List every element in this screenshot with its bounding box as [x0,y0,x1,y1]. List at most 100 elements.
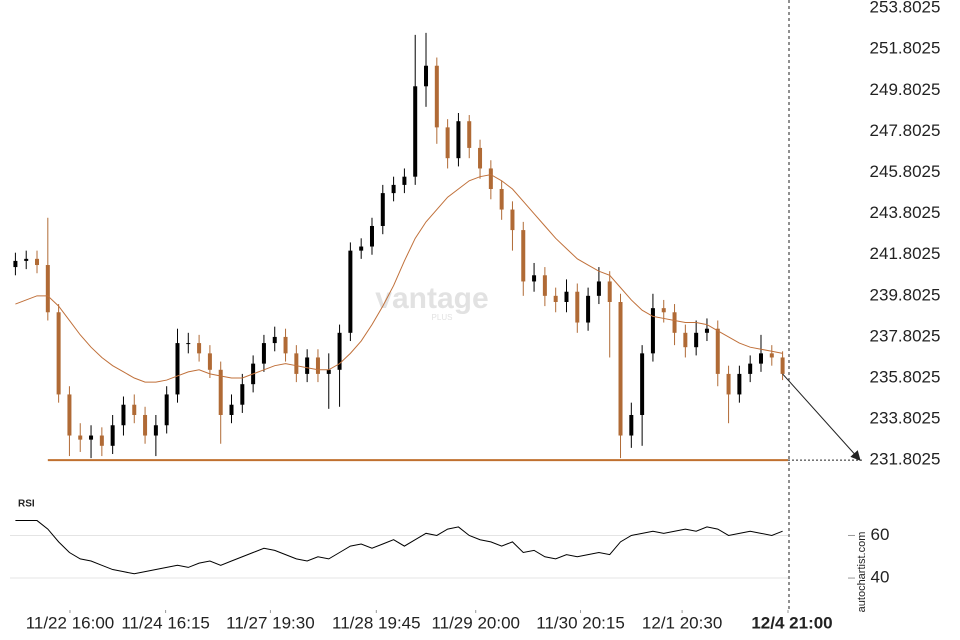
candle-body [240,384,245,405]
x-tick-label: 11/24 16:15 [121,613,210,632]
x-tick-label: 11/28 19:45 [332,613,421,632]
candle-body [391,184,396,194]
y-tick-label: 253.8025 [870,0,941,17]
candle-body [153,425,158,436]
watermark-sub: PLUS [432,313,453,322]
rsi-line [15,520,783,575]
y-tick-label: 237.8025 [870,326,941,345]
candle-body [607,281,612,302]
y-tick-label: 245.8025 [870,162,941,181]
candle-body [510,209,515,231]
y-tick-label: 243.8025 [870,203,941,222]
candle-body [45,265,50,313]
candle-body [359,246,364,251]
candle-body [175,343,180,395]
y-tick-label: 235.8025 [870,367,941,386]
candle-body [13,260,18,268]
candle-body [305,357,310,374]
candle-body [532,275,537,282]
candle-body [326,369,331,374]
moving-average [15,174,783,383]
candle-body [261,343,266,364]
candle-body [132,404,137,415]
candle-body [704,328,709,333]
candle-body [402,176,407,185]
y-tick-label: 249.8025 [870,80,941,99]
candle-body [586,295,591,323]
candle-body [24,258,29,261]
candle-body [89,435,94,440]
y-tick-label: 231.8025 [870,450,941,469]
candle-body [629,414,634,436]
candle-body [413,86,418,177]
credit: autochartist.com [856,532,868,613]
candle-body [499,189,504,210]
candle-body [380,193,385,226]
x-tick-label: 12/4 21:00 [751,613,832,632]
candle-body [67,394,72,436]
candle-body [348,250,353,333]
y-tick-label: 247.8025 [870,121,941,140]
candle-body [715,328,720,374]
candle-body [640,353,645,415]
candle-body [661,308,666,313]
candle-body [575,291,580,323]
candle-body [424,65,429,87]
candle-body [35,258,40,266]
y-tick-label: 233.8025 [870,409,941,428]
x-tick-label: 11/22 16:00 [26,613,115,632]
forecast-arrow [782,373,861,461]
candle-body [218,369,223,415]
candle-body [229,404,234,415]
candle-body [294,353,299,374]
candle-body [780,357,785,374]
candle-body [726,373,731,395]
candle-body [207,353,212,370]
y-tick-label: 40 [871,568,890,587]
candle-body [748,363,753,374]
candle-body [769,353,774,358]
panel-title: RSI [18,499,35,510]
candle-body [596,281,601,296]
candle-body [553,295,558,302]
candle-body [56,312,61,395]
candle-body [650,308,655,354]
candle-body [164,394,169,426]
x-tick-label: 11/29 20:00 [431,613,520,632]
candle-body [315,357,320,374]
candle-body [369,225,374,247]
x-tick-label: 11/30 20:15 [536,613,625,632]
candle-body [672,312,677,333]
candle-body [434,65,439,128]
candle-body [186,343,191,345]
candle-body [521,230,526,282]
candle-body [456,121,461,159]
y-tick-label: 60 [871,525,890,544]
watermark: vantage [375,282,488,315]
candle-body [488,168,493,190]
candle-body [143,414,148,436]
candle-body [683,332,688,348]
candle-body [283,336,288,354]
candle-body [99,435,104,446]
candle-body [445,127,450,159]
candle-body [78,435,83,440]
candle-body [121,404,126,426]
x-tick-label: 12/1 20:30 [642,613,722,632]
candle-body [272,336,277,344]
candle-body [337,332,342,370]
candle-body [478,147,483,169]
candle-body [694,332,699,348]
candle-body [618,301,623,436]
candle-body [542,275,547,296]
candle-body [110,425,115,446]
candle-body [564,291,569,302]
candle-body [758,353,763,364]
candle-body [197,343,202,354]
candle-body [737,373,742,395]
y-tick-label: 251.8025 [870,39,941,58]
x-tick-label: 11/27 19:30 [226,613,315,632]
y-tick-label: 241.8025 [870,244,941,263]
